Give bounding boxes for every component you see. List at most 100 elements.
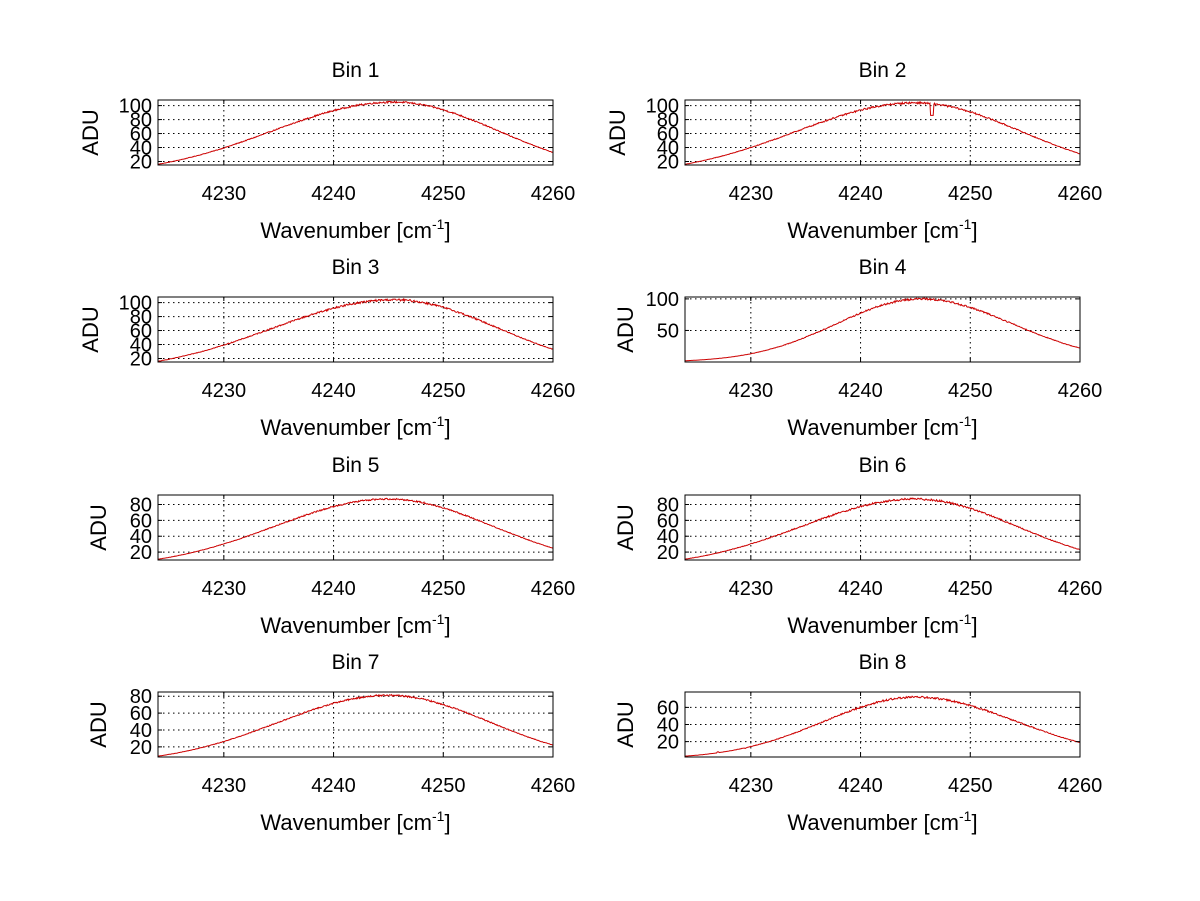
- chart-title: Bin 5: [332, 454, 380, 477]
- y-tick-label: 40: [130, 138, 152, 160]
- y-tick-label: 80: [130, 110, 152, 132]
- series-line: [158, 497, 554, 560]
- y-tick-label: 20: [130, 737, 152, 759]
- y-tick-label: 20: [130, 542, 152, 564]
- chart-title: Bin 3: [332, 256, 380, 279]
- x-tick-label: 4260: [531, 380, 576, 402]
- x-tick-label: 4250: [948, 578, 993, 600]
- chart-title: Bin 4: [859, 256, 907, 279]
- y-tick-label: 40: [657, 715, 679, 737]
- y-axis-label: ADU: [613, 306, 638, 352]
- axes-frame: [157, 296, 554, 363]
- axes-frame: [157, 494, 554, 561]
- x-tick-label: 4260: [1058, 775, 1103, 797]
- y-tick-label: 20: [130, 152, 152, 174]
- x-tick-label: 4230: [729, 183, 774, 205]
- axes-frame: [157, 691, 554, 758]
- chart-title: Bin 8: [859, 651, 907, 674]
- axes-frame: [684, 494, 1081, 561]
- y-tick-label: 40: [130, 526, 152, 548]
- y-tick-label: 40: [657, 526, 679, 548]
- y-tick-label: 50: [657, 320, 679, 342]
- x-axis-label: Wavenumber [cm-1]: [260, 216, 450, 243]
- x-tick-label: 4230: [729, 775, 774, 797]
- x-tick-label: 4260: [1058, 183, 1103, 205]
- plot-area: [684, 99, 1081, 166]
- x-tick-label: 4240: [838, 775, 883, 797]
- plot-area: [157, 99, 554, 166]
- y-tick-label: 60: [657, 124, 679, 146]
- chart-title: Bin 2: [859, 59, 907, 82]
- y-axis-label: ADU: [613, 504, 638, 550]
- plot-area: [157, 296, 554, 363]
- x-axis-label: Wavenumber [cm-1]: [787, 808, 977, 835]
- x-axis-label: Wavenumber [cm-1]: [787, 216, 977, 243]
- y-tick-label: 20: [657, 542, 679, 564]
- y-tick-label: 80: [130, 495, 152, 517]
- y-axis-label: ADU: [78, 306, 103, 352]
- y-tick-label: 80: [130, 686, 152, 708]
- x-tick-label: 4240: [311, 380, 356, 402]
- x-tick-label: 4250: [421, 775, 466, 797]
- chart-panel-4: 4230 4240 4250 4260 50 100 Bin 4 Wavenumber [cm…: [613, 256, 1102, 440]
- x-tick-label: 4250: [948, 380, 993, 402]
- y-tick-label: 100: [119, 96, 152, 118]
- x-tick-label: 4260: [531, 183, 576, 205]
- y-tick-label: 20: [130, 349, 152, 371]
- y-tick-label: 40: [657, 138, 679, 160]
- x-tick-label: 4240: [838, 183, 883, 205]
- x-tick-label: 4240: [838, 380, 883, 402]
- chart-title: Bin 6: [859, 454, 907, 477]
- axes-frame: [684, 99, 1081, 166]
- axes-frame: [157, 99, 554, 166]
- x-tick-label: 4230: [729, 380, 774, 402]
- series-line: [157, 693, 554, 757]
- x-tick-label: 4250: [421, 380, 466, 402]
- y-axis-label: ADU: [86, 504, 111, 550]
- y-tick-label: 60: [657, 510, 679, 532]
- x-tick-label: 4260: [1058, 578, 1103, 600]
- x-tick-label: 4250: [948, 775, 993, 797]
- y-tick-label: 60: [130, 703, 152, 725]
- x-axis-label: Wavenumber [cm-1]: [787, 611, 977, 638]
- y-tick-label: 40: [130, 335, 152, 357]
- x-axis-label: Wavenumber [cm-1]: [787, 413, 977, 440]
- chart-title: Bin 1: [332, 59, 380, 82]
- x-axis-label: Wavenumber [cm-1]: [260, 611, 450, 638]
- x-tick-label: 4230: [729, 578, 774, 600]
- x-tick-label: 4260: [531, 775, 576, 797]
- y-tick-label: 60: [657, 697, 679, 719]
- y-tick-label: 80: [130, 307, 152, 329]
- y-tick-label: 80: [657, 495, 679, 517]
- x-tick-label: 4240: [311, 183, 356, 205]
- y-axis-label: ADU: [605, 109, 630, 155]
- series-line: [685, 695, 1081, 757]
- x-tick-label: 4230: [202, 183, 247, 205]
- y-tick-label: 20: [657, 152, 679, 174]
- x-tick-label: 4230: [202, 578, 247, 600]
- chart-title: Bin 7: [332, 651, 380, 674]
- x-axis-label: Wavenumber [cm-1]: [260, 413, 450, 440]
- x-tick-label: 4240: [311, 775, 356, 797]
- y-tick-label: 100: [646, 289, 679, 311]
- y-tick-label: 100: [646, 96, 679, 118]
- series-line: [684, 100, 1081, 165]
- x-axis-label: Wavenumber [cm-1]: [260, 808, 450, 835]
- axes-frame: [684, 296, 1081, 363]
- y-axis-label: ADU: [86, 701, 111, 747]
- series-line: [157, 100, 554, 165]
- x-tick-label: 4260: [1058, 380, 1103, 402]
- y-axis-label: ADU: [78, 109, 103, 155]
- x-tick-label: 4230: [202, 380, 247, 402]
- y-tick-label: 60: [130, 124, 152, 146]
- x-tick-label: 4250: [421, 578, 466, 600]
- x-tick-label: 4250: [948, 183, 993, 205]
- series-line: [684, 497, 1081, 560]
